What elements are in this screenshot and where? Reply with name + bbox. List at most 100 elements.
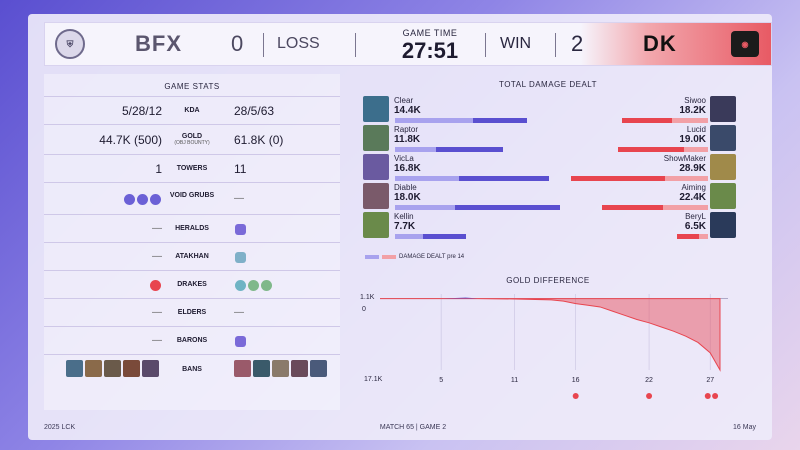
bfx-logo-icon: ⛨	[55, 29, 85, 59]
drakes-label: DRAKES	[177, 281, 207, 288]
damage-bar-total	[395, 234, 466, 239]
player-damage: 18.2K	[679, 105, 706, 116]
game-stats-panel: GAME STATS 5/28/12 KDA 28/5/63 44.7K (50…	[44, 74, 340, 410]
player-name: BeryL	[685, 212, 706, 221]
overlay-frame: ⛨ BFX 0 LOSS GAME TIME 27:51 WIN 2 DK ◉ …	[28, 14, 772, 440]
stat-row-kda: 5/28/12 KDA 28/5/63	[44, 96, 340, 124]
left-team-result: LOSS	[277, 35, 320, 52]
heralds-label: HERALDS	[175, 225, 209, 232]
elders-label: ELDERS	[177, 309, 207, 316]
void-grub-icon	[124, 194, 135, 206]
champion-portrait	[710, 96, 736, 122]
ban-champion-icon	[85, 360, 102, 377]
player-damage: 14.4K	[394, 105, 421, 116]
x-tick-label: 27	[706, 377, 714, 384]
player-name: Aiming	[681, 183, 706, 192]
footer-date: 16 May	[733, 424, 756, 431]
right-bans	[234, 360, 327, 377]
objective-marker-icon	[646, 393, 653, 399]
divider	[555, 33, 556, 57]
player-damage: 22.4K	[679, 192, 706, 203]
damage-bar-pre14	[395, 205, 455, 210]
left-bans	[66, 360, 159, 377]
damage-bar-total	[677, 234, 708, 239]
infernal-drake-icon	[150, 280, 161, 292]
champion-portrait	[710, 183, 736, 209]
stat-row-atakhan: — ATAKHAN	[44, 242, 340, 270]
damage-bar-total	[395, 205, 560, 210]
ban-champion-icon	[66, 360, 83, 377]
left-barons: —	[152, 335, 162, 346]
damage-bar-pre14	[665, 176, 708, 181]
gold-diff-y-top: 1.1K	[360, 294, 375, 301]
right-gold: 61.8K (0)	[234, 133, 284, 147]
damage-bar-total	[395, 147, 504, 152]
atakhan-label: ATAKHAN	[175, 253, 209, 260]
ban-champion-icon	[142, 360, 159, 377]
left-drakes	[44, 278, 162, 292]
atakhan-icon	[235, 252, 246, 264]
cloud-drake-icon	[235, 280, 246, 292]
damage-bar-total	[617, 147, 708, 152]
player-damage: 16.8K	[394, 163, 421, 174]
player-damage: 7.7K	[394, 221, 416, 232]
void-grub-icon	[150, 194, 161, 206]
left-heralds: —	[152, 223, 162, 234]
damage-bar-pre14	[684, 147, 708, 152]
footer-match: MATCH 65 | GAME 2	[379, 424, 447, 431]
player-damage: 11.8K	[394, 134, 421, 145]
divider	[485, 33, 486, 57]
stat-row-barons: — BARONS	[44, 326, 340, 354]
void-grubs-label: VOID GRUBS	[169, 192, 215, 199]
player-name: ShowMaker	[663, 154, 706, 163]
player-damage: 6.5K	[684, 221, 706, 232]
baron-icon	[235, 336, 246, 348]
damage-bar-total	[570, 176, 708, 181]
damage-bar-pre14	[662, 205, 708, 210]
scoreboard-header: ⛨ BFX 0 LOSS GAME TIME 27:51 WIN 2 DK ◉	[44, 22, 772, 66]
left-team-score: 0	[231, 31, 244, 56]
right-team-result: WIN	[500, 35, 532, 52]
void-grub-icon	[137, 194, 148, 206]
towers-label: TOWERS	[176, 165, 208, 172]
gold-diff-chart: 5 11 16 22 27	[380, 294, 728, 399]
stat-row-drakes: DRAKES	[44, 270, 340, 298]
damage-bar-pre14	[395, 176, 460, 181]
player-name: Clear	[394, 96, 414, 105]
gold-diff-y-bottom: 17.1K	[364, 376, 383, 383]
champion-portrait	[710, 212, 736, 238]
stat-row-heralds: — HERALDS	[44, 214, 340, 242]
champion-portrait	[363, 212, 389, 238]
damage-bar-pre14	[395, 234, 423, 239]
stat-row-void-grubs: VOID GRUBS —	[44, 182, 340, 214]
objective-marker-icon	[572, 393, 579, 399]
herald-icon	[235, 224, 246, 236]
left-gold: 44.7K (500)	[99, 133, 162, 147]
stat-row-bans: BANS	[44, 354, 340, 384]
player-name: VicLa	[394, 154, 414, 163]
player-damage: 19.0K	[679, 134, 706, 145]
right-towers: 11	[234, 162, 247, 176]
player-name: Lucid	[686, 125, 706, 134]
footer-league: 2025 LCK	[44, 424, 76, 431]
right-kda: 28/5/63	[234, 104, 275, 118]
stat-row-towers: 1 TOWERS 11	[44, 154, 340, 182]
champion-portrait	[710, 125, 736, 151]
left-elders: —	[152, 307, 162, 318]
damage-bar-pre14	[672, 118, 708, 123]
bans-label: BANS	[182, 366, 202, 373]
x-tick-label: 5	[439, 377, 443, 384]
left-atakhan: —	[152, 251, 162, 262]
player-name: Diable	[394, 183, 417, 192]
game-time: 27:51	[401, 38, 459, 63]
left-towers: 1	[155, 162, 162, 176]
dk-logo-icon: ◉	[731, 31, 759, 57]
champion-portrait	[363, 125, 389, 151]
barons-label: BARONS	[176, 337, 208, 344]
right-team-score: 2	[571, 31, 584, 56]
left-kda: 5/28/12	[121, 104, 162, 118]
ban-champion-icon	[104, 360, 121, 377]
champion-portrait	[363, 154, 389, 180]
right-atakhan	[234, 250, 247, 264]
objective-marker-icon	[712, 393, 719, 399]
